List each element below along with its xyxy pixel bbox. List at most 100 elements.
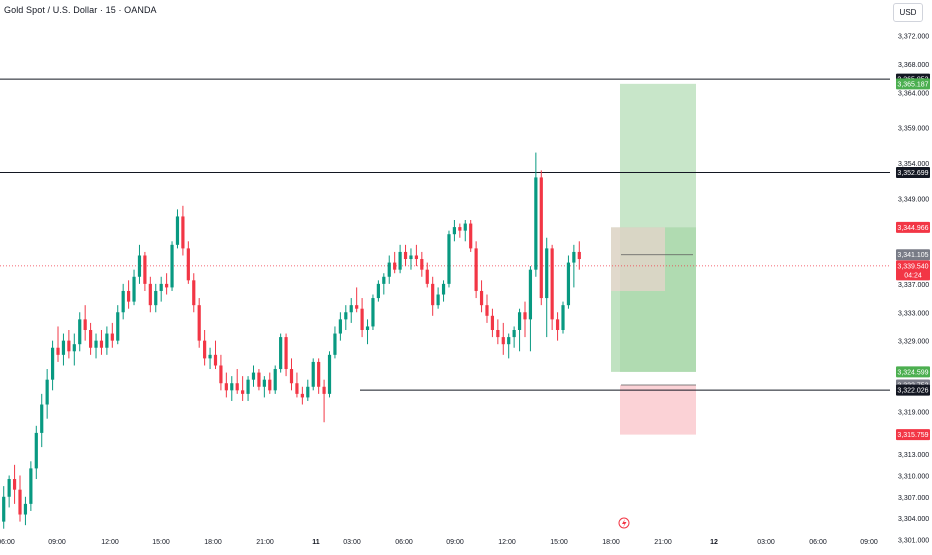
candle-body (512, 330, 516, 338)
entry-risk-zone (611, 227, 665, 291)
stop-zone (620, 385, 696, 435)
candle-body (121, 290, 125, 313)
candle-body (192, 280, 196, 306)
price-label-bg (896, 221, 930, 233)
candle-body (219, 365, 223, 384)
price-axis[interactable]: 3,301.000 3,304.000 3,307.000 3,310.000 3,31… (898, 33, 929, 544)
position-tool[interactable] (611, 83, 696, 435)
candle-body (289, 369, 294, 384)
y-tick-label: 3,354.000 (898, 161, 929, 168)
candle-body (425, 269, 429, 284)
x-tick-label: 12:00 (101, 539, 119, 546)
price-label-bg (896, 384, 930, 396)
candle-body (490, 315, 495, 330)
candle-body (241, 390, 245, 394)
x-tick-label: 09:00 (860, 539, 878, 546)
candle-body (311, 361, 315, 387)
y-tick-label: 3,329.000 (898, 339, 929, 346)
candle-body (251, 372, 256, 380)
candle-body (409, 255, 413, 260)
candle-body (295, 383, 299, 394)
candle-body (436, 294, 440, 306)
y-tick-label: 3,349.000 (898, 197, 929, 204)
lightning-icon[interactable] (618, 517, 630, 529)
candle-body (50, 347, 55, 380)
candle-body (572, 251, 576, 263)
price-label: 3,341.105 (897, 252, 928, 259)
y-tick-label: 3,337.000 (898, 282, 929, 289)
x-tick-label: 15:00 (550, 539, 568, 546)
candle-body (78, 319, 82, 345)
current-price-label: 3,339.540 (897, 263, 928, 270)
candle-body (577, 251, 581, 260)
candle-body (23, 503, 28, 515)
candle-body (555, 319, 560, 330)
candle-body (224, 383, 228, 391)
candle-body (116, 312, 120, 341)
candle-body (186, 248, 190, 281)
candle-body (322, 386, 326, 394)
candle-body (403, 251, 408, 260)
candle-body (566, 262, 571, 306)
x-tick-label: 15:00 (152, 539, 170, 546)
candle-body (561, 305, 565, 330)
candle-body (528, 269, 533, 320)
candle-body (88, 330, 93, 348)
candle-body (414, 255, 418, 260)
y-tick-label: 3,368.000 (898, 62, 929, 69)
candle-body (262, 379, 266, 387)
candle-body (235, 383, 239, 391)
x-tick-label: 21:00 (256, 539, 274, 546)
x-tick-label: 06:00 (0, 539, 15, 546)
candle-body (474, 248, 478, 291)
horizontal-lines (0, 78, 890, 391)
x-tick-label: 18:00 (602, 539, 620, 546)
time-axis[interactable]: 06:00 09:00 12:00 15:00 18:00 21:00 11 03:00 06:… (0, 539, 878, 546)
candle-body (110, 333, 114, 341)
candle-body (523, 312, 527, 320)
candle-body (230, 383, 234, 391)
candle-body (452, 227, 457, 235)
candle-body (360, 308, 364, 330)
x-tick-label: 11 (312, 539, 320, 546)
candle-body (137, 255, 142, 277)
candle-body (213, 354, 218, 366)
candle-body (539, 177, 543, 299)
candle-body (338, 319, 342, 334)
current-price-badge (896, 260, 930, 281)
x-tick-label: 12:00 (498, 539, 516, 546)
y-tick-label: 3,319.000 (898, 410, 929, 417)
y-tick-label: 3,307.000 (898, 495, 929, 502)
price-label: 3,315.759 (897, 432, 928, 439)
candle-body (317, 361, 321, 387)
candle-body (458, 227, 462, 231)
candle-body (61, 340, 66, 355)
candle-body (181, 216, 185, 249)
candle-body (344, 312, 348, 320)
symbol-title: Gold Spot / U.S. Dollar · 15 · OANDA (4, 5, 157, 15)
candle-body (447, 234, 451, 284)
y-tick-label: 3,364.000 (898, 90, 929, 97)
lightning-icon-bolt (622, 519, 627, 528)
candle-body (463, 223, 467, 231)
price-label: 3,344.966 (897, 225, 928, 232)
candle-body (127, 290, 131, 302)
y-tick-label: 3,310.000 (898, 473, 929, 480)
candle-body (431, 283, 435, 306)
x-tick-label: 09:00 (48, 539, 66, 546)
candle-body (2, 496, 6, 522)
candle-body (170, 244, 174, 288)
candle-body (72, 344, 76, 352)
currency-button[interactable]: USD (893, 3, 923, 22)
x-tick-label: 09:00 (446, 539, 464, 546)
candle-body (284, 337, 288, 370)
candle-body (132, 276, 136, 302)
candle-body (165, 283, 169, 288)
candle-body (197, 305, 201, 341)
candle-body (479, 290, 484, 306)
y-tick-label: 3,313.000 (898, 452, 929, 459)
price-label: 3,352.699 (897, 170, 928, 177)
candle-body (393, 262, 397, 270)
